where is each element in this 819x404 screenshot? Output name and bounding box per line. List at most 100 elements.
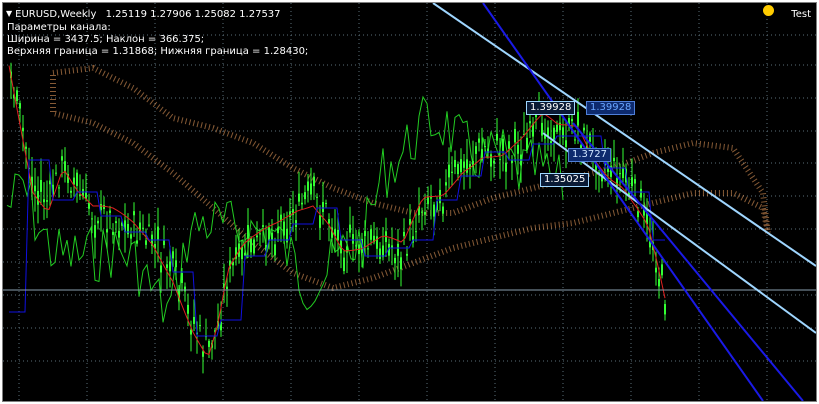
candle-body [274, 244, 276, 256]
candle-body [103, 204, 105, 210]
price-label-box[interactable]: 1.39928 [526, 101, 576, 115]
candle-body [553, 127, 555, 141]
candle-body [283, 221, 285, 236]
price-label-box[interactable]: 1.3727 [568, 148, 611, 162]
candle-body [304, 192, 306, 200]
candle-body [655, 267, 657, 273]
candle-body [409, 219, 411, 225]
channel-mid-line [542, 132, 816, 334]
candle-body [379, 248, 381, 259]
candle-body [496, 133, 498, 141]
candle-body [640, 188, 642, 198]
candle-body [13, 94, 15, 99]
candle-body [460, 159, 462, 173]
candle-body [565, 140, 567, 147]
candle-body [352, 234, 354, 244]
candle-body [631, 177, 633, 187]
candle-body [256, 235, 258, 238]
expert-smiley-icon [763, 5, 774, 16]
candle-body [427, 197, 429, 205]
candle-body [502, 138, 504, 151]
candle-body [430, 196, 432, 199]
chikou-span-line [6, 95, 564, 323]
candle-body [475, 146, 477, 154]
candle-body [220, 321, 222, 331]
candle-body [169, 261, 171, 272]
candle-body [73, 177, 75, 185]
candle-body [49, 180, 51, 185]
price-label-box[interactable]: 1.35025 [540, 173, 590, 187]
candle-body [346, 246, 348, 253]
candle-body [421, 211, 423, 213]
candle-body [193, 316, 195, 324]
candle-body [451, 171, 453, 173]
candle-body [406, 253, 408, 256]
candle-body [214, 330, 216, 332]
candle-body [58, 187, 60, 189]
candle-body [124, 220, 126, 233]
candle-body [118, 230, 120, 238]
candle-body [436, 201, 438, 211]
candle-body [556, 124, 558, 132]
candle-body [172, 251, 174, 259]
chart-menu-arrow-icon[interactable]: ▼ [6, 9, 13, 18]
candle-body [583, 127, 585, 131]
candle-body [163, 239, 165, 246]
candle-body [67, 173, 69, 183]
candle-body [412, 236, 414, 243]
candle-body [481, 149, 483, 161]
candle-body [250, 238, 252, 253]
candle-body [40, 179, 42, 192]
candle-body [319, 215, 321, 228]
candle-body [424, 212, 426, 215]
candle-body [223, 283, 225, 288]
candle-body [433, 204, 435, 217]
candle-body [88, 202, 90, 209]
candle-body [400, 257, 402, 270]
candle-body [100, 204, 102, 211]
channel-params-header: Параметры канала: [7, 22, 111, 33]
candle-body [115, 221, 117, 224]
candle-body [544, 134, 546, 139]
candle-body [34, 185, 36, 192]
candle-body [265, 244, 267, 251]
price-chart-canvas[interactable] [3, 3, 816, 401]
channel-blue-line-2 [572, 122, 804, 401]
candle-body [334, 229, 336, 237]
candle-body [340, 239, 342, 254]
candle-body [577, 111, 579, 126]
candle-body [25, 146, 27, 149]
candle-body [175, 260, 177, 268]
candle-body [181, 272, 183, 283]
candle-body [139, 222, 141, 233]
candle-body [370, 229, 372, 240]
candle-body [19, 103, 21, 109]
candle-body [646, 212, 648, 225]
candle-body [373, 235, 375, 243]
ohlc-values: 1.25119 1.27906 1.25082 1.27537 [105, 9, 281, 20]
candle-body [301, 202, 303, 205]
price-label-box[interactable]: 1.39928 [586, 101, 636, 115]
candle-body [46, 200, 48, 202]
candle-body [571, 118, 573, 122]
candle-body [466, 159, 468, 173]
candle-body [637, 211, 639, 218]
candle-body [532, 123, 534, 137]
candle-body [388, 243, 390, 256]
candle-body [517, 144, 519, 154]
candle-body [601, 174, 603, 182]
candle-body [559, 122, 561, 131]
channel-bounds: Верхняя граница = 1.31868; Нижняя границ… [7, 46, 309, 57]
candle-body [208, 340, 210, 347]
candle-body [529, 121, 531, 124]
candle-body [439, 189, 441, 204]
candle-body [547, 127, 549, 138]
candle-body [76, 172, 78, 186]
candle-body [130, 234, 132, 239]
candle-body [247, 225, 249, 239]
channel-width-slope: Ширина = 3437.5; Наклон = 366.375; [7, 34, 205, 45]
candle-body [70, 190, 72, 193]
candle-body [616, 177, 618, 187]
kijun-sen-line [9, 135, 665, 337]
